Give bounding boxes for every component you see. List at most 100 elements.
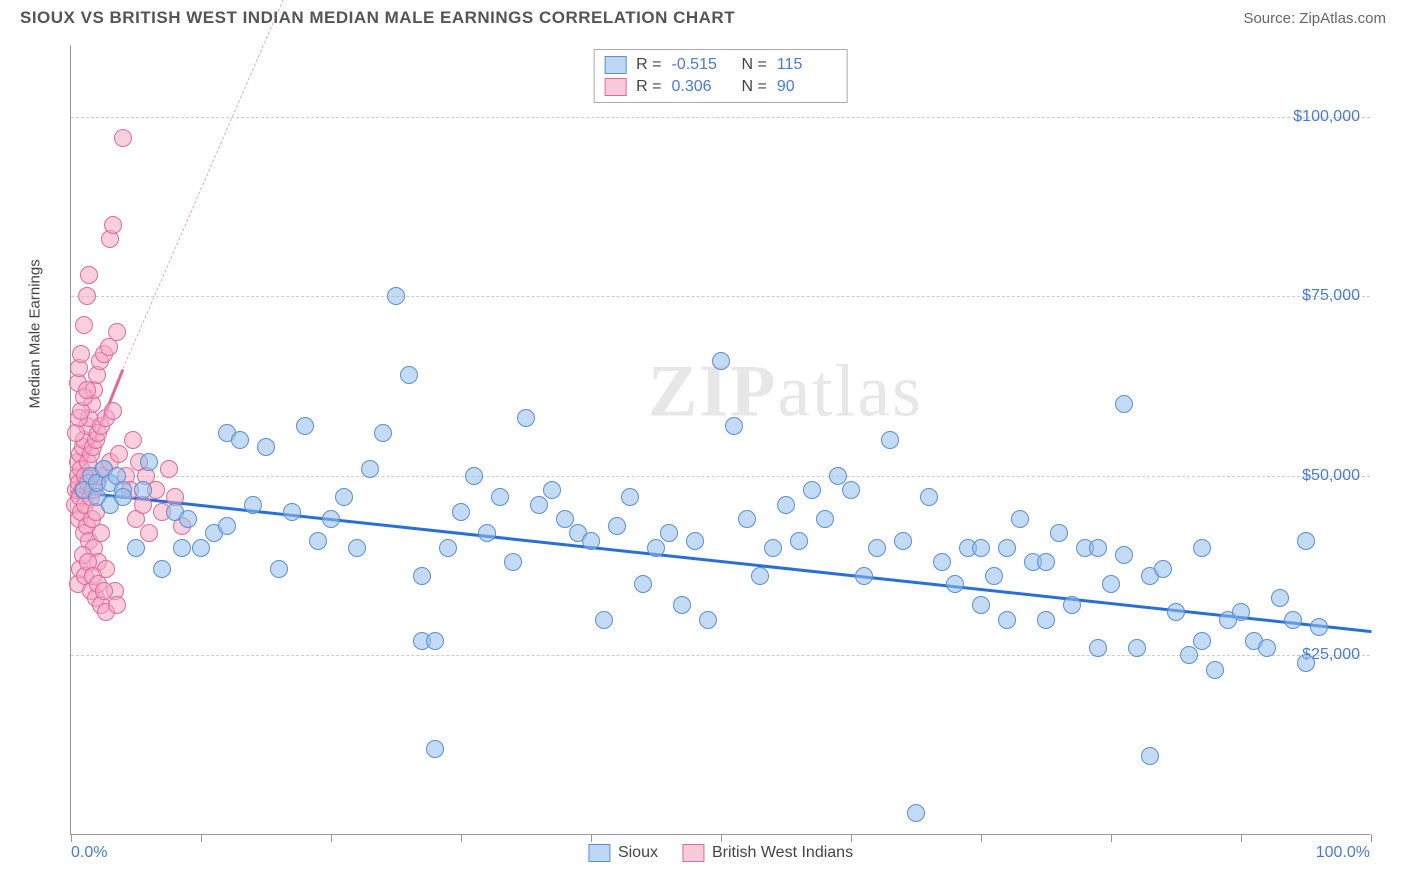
marker-sioux	[1310, 618, 1328, 636]
marker-sioux	[1115, 546, 1133, 564]
marker-sioux	[1258, 639, 1276, 657]
marker-sioux	[816, 510, 834, 528]
marker-sioux	[1115, 395, 1133, 413]
marker-sioux	[1102, 575, 1120, 593]
marker-sioux	[1193, 539, 1211, 557]
marker-sioux	[751, 567, 769, 585]
marker-sioux	[920, 488, 938, 506]
marker-sioux	[764, 539, 782, 557]
x-tick	[721, 834, 722, 842]
legend-item-sioux: Sioux	[588, 844, 658, 862]
legend-label-1: Sioux	[618, 844, 658, 862]
marker-sioux	[127, 539, 145, 557]
marker-sioux	[881, 431, 899, 449]
x-tick	[851, 834, 852, 842]
swatch-blue-icon	[604, 56, 626, 74]
marker-sioux	[855, 567, 873, 585]
r-label: R =	[636, 78, 661, 96]
marker-sioux	[387, 287, 405, 305]
marker-bwi	[75, 316, 93, 334]
source-label: Source: ZipAtlas.com	[1243, 10, 1386, 27]
y-axis-label: Median Male Earnings	[27, 259, 44, 408]
marker-sioux	[556, 510, 574, 528]
marker-sioux	[270, 560, 288, 578]
marker-sioux	[686, 532, 704, 550]
marker-sioux	[530, 496, 548, 514]
marker-sioux	[1271, 589, 1289, 607]
marker-sioux	[1141, 747, 1159, 765]
swatch-pink-icon	[682, 844, 704, 862]
marker-sioux	[1011, 510, 1029, 528]
n-value-2: 90	[777, 78, 837, 96]
gridline	[71, 655, 1370, 656]
marker-sioux	[777, 496, 795, 514]
marker-sioux	[699, 611, 717, 629]
marker-sioux	[179, 510, 197, 528]
marker-sioux	[309, 532, 327, 550]
marker-sioux	[1284, 611, 1302, 629]
marker-sioux	[1089, 639, 1107, 657]
marker-sioux	[134, 481, 152, 499]
marker-sioux	[1206, 661, 1224, 679]
swatch-pink-icon	[604, 78, 626, 96]
marker-sioux	[439, 539, 457, 557]
marker-bwi	[104, 402, 122, 420]
marker-sioux	[114, 488, 132, 506]
n-label: N =	[742, 78, 767, 96]
marker-sioux	[842, 481, 860, 499]
marker-sioux	[504, 553, 522, 571]
r-label: R =	[636, 56, 661, 74]
marker-bwi	[78, 287, 96, 305]
marker-sioux	[1154, 560, 1172, 578]
x-tick	[591, 834, 592, 842]
marker-sioux	[426, 740, 444, 758]
x-tick	[1241, 834, 1242, 842]
marker-sioux	[244, 496, 262, 514]
marker-bwi	[80, 266, 98, 284]
marker-sioux	[634, 575, 652, 593]
marker-sioux	[413, 567, 431, 585]
marker-bwi	[160, 460, 178, 478]
marker-sioux	[790, 532, 808, 550]
marker-sioux	[725, 417, 743, 435]
marker-sioux	[426, 632, 444, 650]
legend: Sioux British West Indians	[588, 844, 853, 862]
x-tick	[981, 834, 982, 842]
marker-bwi	[72, 345, 90, 363]
stats-box: R = -0.515 N = 115 R = 0.306 N = 90	[593, 49, 848, 103]
marker-sioux	[1037, 611, 1055, 629]
marker-sioux	[1128, 639, 1146, 657]
marker-sioux	[452, 503, 470, 521]
marker-sioux	[647, 539, 665, 557]
marker-sioux	[998, 539, 1016, 557]
marker-sioux	[972, 539, 990, 557]
marker-sioux	[400, 366, 418, 384]
legend-label-2: British West Indians	[712, 844, 853, 862]
marker-sioux	[621, 488, 639, 506]
marker-sioux	[192, 539, 210, 557]
marker-sioux	[946, 575, 964, 593]
marker-sioux	[1037, 553, 1055, 571]
x-tick	[201, 834, 202, 842]
marker-bwi	[104, 216, 122, 234]
marker-sioux	[374, 424, 392, 442]
chart-container: Median Male Earnings ZIPatlas R = -0.515…	[50, 45, 1390, 835]
n-label: N =	[742, 56, 767, 74]
marker-sioux	[491, 488, 509, 506]
marker-sioux	[153, 560, 171, 578]
marker-sioux	[1180, 646, 1198, 664]
marker-bwi	[108, 596, 126, 614]
marker-sioux	[1063, 596, 1081, 614]
marker-sioux	[1193, 632, 1211, 650]
marker-bwi	[110, 445, 128, 463]
marker-bwi	[95, 582, 113, 600]
marker-sioux	[595, 611, 613, 629]
x-tick	[331, 834, 332, 842]
marker-sioux	[985, 567, 1003, 585]
marker-sioux	[348, 539, 366, 557]
watermark: ZIPatlas	[648, 350, 923, 435]
n-value-1: 115	[777, 56, 837, 74]
marker-sioux	[361, 460, 379, 478]
y-tick-label: $50,000	[1302, 467, 1360, 485]
marker-sioux	[803, 481, 821, 499]
